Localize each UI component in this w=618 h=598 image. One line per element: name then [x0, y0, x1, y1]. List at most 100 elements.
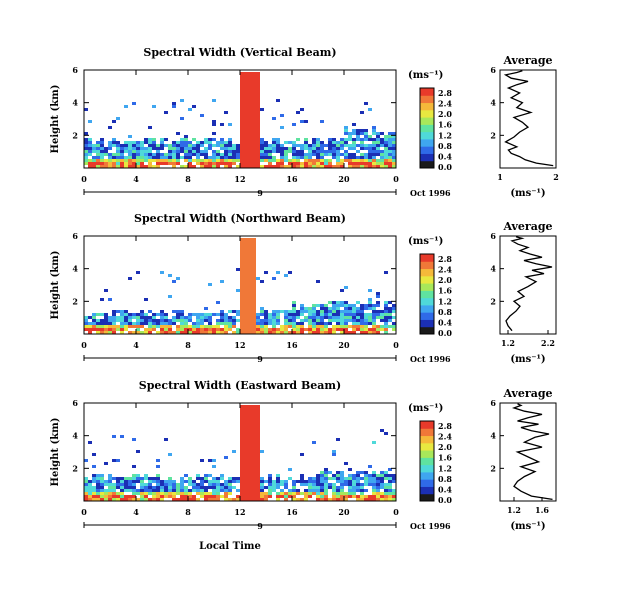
- heatmap-cell: [244, 105, 248, 108]
- heatmap-cell: [384, 138, 388, 141]
- heatmap-cell: [228, 492, 232, 495]
- heatmap-cell: [248, 111, 252, 114]
- colorbar-tick-label: 1.6: [438, 120, 452, 130]
- heatmap-cell: [260, 328, 264, 331]
- heatmap-cell: [128, 480, 132, 483]
- heatmap-cell: [288, 159, 292, 162]
- heatmap-cell: [224, 153, 228, 156]
- heatmap-cell: [248, 105, 252, 108]
- heatmap-cell: [352, 138, 356, 141]
- heatmap-cell: [96, 483, 100, 486]
- heatmap-cell: [228, 153, 232, 156]
- heatmap-cell: [96, 492, 100, 495]
- heatmap-cell: [340, 492, 344, 495]
- heatmap-cell: [208, 492, 212, 495]
- heatmap-cell: [256, 471, 260, 474]
- heatmap-cell: [316, 147, 320, 150]
- heatmap-cell: [244, 444, 248, 447]
- heatmap-cell: [296, 313, 300, 316]
- heatmap-cell: [188, 156, 192, 159]
- colorbar: (ms⁻¹)0.00.40.81.21.62.02.42.8: [408, 403, 452, 505]
- heatmap-cell: [244, 111, 248, 114]
- heatmap-cell: [312, 310, 316, 313]
- heatmap-cell: [188, 325, 192, 328]
- heatmap-cell: [312, 150, 316, 153]
- heatmap-cell: [252, 405, 256, 408]
- heatmap-cell: [260, 450, 264, 453]
- heatmap-cell: [164, 486, 168, 489]
- colorbar-swatch: [420, 457, 434, 466]
- heatmap-cell: [132, 162, 136, 165]
- x-tick-label: 0: [393, 340, 399, 350]
- heatmap-cell: [248, 456, 252, 459]
- x-tick-label: 16: [286, 174, 298, 184]
- heatmap-cell: [108, 147, 112, 150]
- heatmap-cell: [188, 313, 192, 316]
- heatmap-cell: [180, 310, 184, 313]
- heatmap-cell: [128, 159, 132, 162]
- heatmap-cell: [256, 93, 260, 96]
- heatmap-cell: [136, 450, 140, 453]
- x-tick-label: 4: [133, 340, 139, 350]
- heatmap-cell: [232, 322, 236, 325]
- heatmap-cell: [380, 156, 384, 159]
- heatmap-cell: [116, 459, 120, 462]
- heatmap-cell: [332, 450, 336, 453]
- heatmap-cell: [96, 486, 100, 489]
- heatmap-cell: [320, 147, 324, 150]
- heatmap-cell: [332, 156, 336, 159]
- heatmap-cell: [392, 153, 396, 156]
- heatmap-cell: [356, 325, 360, 328]
- heatmap-cell: [256, 159, 260, 162]
- heatmap-cell: [180, 486, 184, 489]
- heatmap-cell: [256, 111, 260, 114]
- heatmap-cell: [340, 319, 344, 322]
- heatmap-cell: [308, 319, 312, 322]
- heatmap-cell: [212, 144, 216, 147]
- heatmap-cell: [160, 322, 164, 325]
- heatmap-cell: [324, 159, 328, 162]
- heatmap-cell: [328, 150, 332, 153]
- heatmap-cell: [176, 144, 180, 147]
- heatmap-cell: [152, 325, 156, 328]
- heatmap-cell: [244, 432, 248, 435]
- heatmap-cell: [296, 328, 300, 331]
- heatmap-cell: [108, 298, 112, 301]
- heatmap-cell: [308, 495, 312, 498]
- heatmap-cell: [168, 156, 172, 159]
- heatmap-cell: [340, 304, 344, 307]
- heatmap-cell: [324, 153, 328, 156]
- heatmap-cell: [352, 147, 356, 150]
- heatmap-cell: [240, 117, 244, 120]
- heatmap-cell: [88, 162, 92, 165]
- heatmap-cell: [380, 165, 384, 168]
- heatmap-cell: [252, 411, 256, 414]
- heatmap-cell: [132, 495, 136, 498]
- heatmap-cell: [360, 483, 364, 486]
- heatmap-cell: [392, 322, 396, 325]
- heatmap-cell: [96, 147, 100, 150]
- heatmap-cell: [252, 447, 256, 450]
- heatmap-cell: [216, 319, 220, 322]
- heatmap-cell: [300, 120, 304, 123]
- heatmap-cell: [216, 150, 220, 153]
- heatmap-cell: [248, 316, 252, 319]
- heatmap-cell: [340, 331, 344, 334]
- heatmap-cell: [340, 498, 344, 501]
- heatmap-cell: [240, 307, 244, 310]
- heatmap-cell: [204, 325, 208, 328]
- heatmap-cell: [328, 307, 332, 310]
- heatmap-cell: [312, 492, 316, 495]
- heatmap-cell: [368, 153, 372, 156]
- heatmap-cell: [192, 153, 196, 156]
- heatmap-cell: [320, 310, 324, 313]
- heatmap-cell: [140, 483, 144, 486]
- heatmap-cell: [376, 480, 380, 483]
- heatmap-cell: [376, 486, 380, 489]
- heatmap-cell: [168, 486, 172, 489]
- heatmap-cell: [140, 331, 144, 334]
- heatmap-cell: [196, 147, 200, 150]
- heatmap-cell: [148, 498, 152, 501]
- heatmap-cell: [364, 325, 368, 328]
- heatmap-cell: [152, 165, 156, 168]
